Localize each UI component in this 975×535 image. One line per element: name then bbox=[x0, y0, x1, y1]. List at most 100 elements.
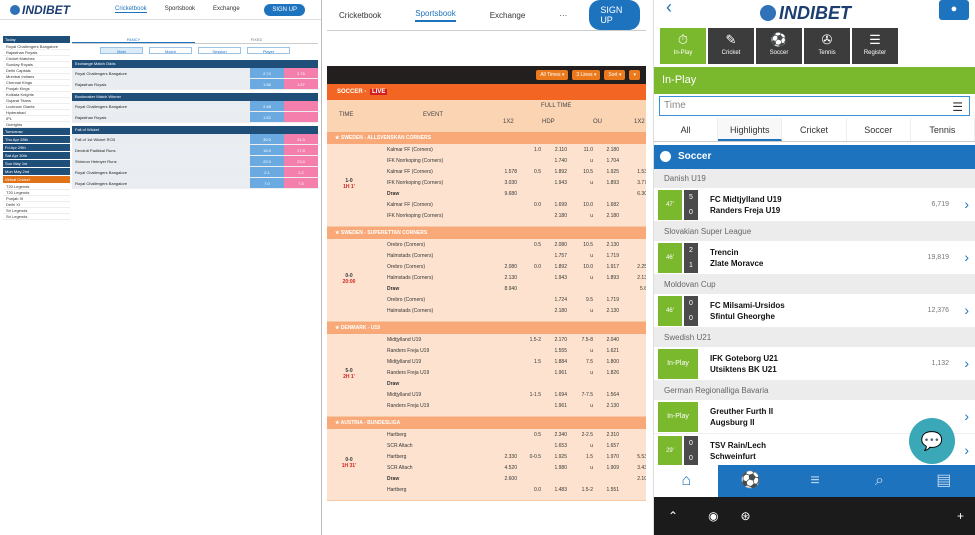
sport-icon-register[interactable]: ☰ Register bbox=[852, 28, 898, 64]
filter-session-button[interactable]: Session bbox=[198, 47, 241, 54]
hdp-odds[interactable]: 2.340 bbox=[554, 432, 567, 438]
sidebar-item[interactable]: IPL bbox=[3, 116, 70, 122]
p3-logo[interactable]: INDIBET bbox=[760, 3, 851, 24]
p2-nav-cricketbook[interactable]: Cricketbook bbox=[339, 10, 382, 20]
sidebar-item[interactable]: Sri Legends bbox=[3, 214, 70, 220]
chevron-right-icon[interactable]: › bbox=[964, 408, 969, 424]
hdp-odds[interactable]: 1.884 bbox=[554, 359, 567, 365]
hdp-odds[interactable]: 2.180 bbox=[554, 213, 567, 219]
hdp-odds[interactable]: 1.943 bbox=[554, 180, 567, 186]
hdp-odds[interactable]: 1.740 bbox=[554, 158, 567, 164]
p1-nav-exchange[interactable]: Exchange bbox=[213, 6, 240, 12]
odds-1x2-2[interactable]: 2.25 bbox=[637, 264, 646, 270]
sidebar-group-header[interactable]: Thu Apr 28th bbox=[3, 136, 70, 143]
hdp-odds[interactable]: 1.757 bbox=[554, 253, 567, 259]
odds-1x2[interactable]: 2.080 bbox=[504, 264, 517, 270]
filter-match-button[interactable]: Match bbox=[149, 47, 192, 54]
lay-odds[interactable]: 1.57 bbox=[284, 79, 318, 89]
odds-1x2[interactable]: 9.680 bbox=[504, 191, 517, 197]
sport-icon-cricket[interactable]: ✎ Cricket bbox=[708, 28, 754, 64]
sidebar-item[interactable]: Sri Legends bbox=[3, 208, 70, 214]
filter-lines[interactable]: 3 Lines ▾ bbox=[572, 70, 601, 80]
sidebar-item[interactable]: Kolkata Knights bbox=[3, 92, 70, 98]
home-icon[interactable]: ⌂ bbox=[654, 465, 719, 497]
tab-fixed[interactable]: FIXED bbox=[250, 37, 263, 42]
odds-1x2[interactable]: 8.940 bbox=[504, 286, 517, 292]
odds-1x2-2[interactable]: 3.43 bbox=[637, 465, 646, 471]
sidebar-item[interactable]: Lucknow Giants bbox=[3, 104, 70, 110]
back-odds[interactable]: 22.0 bbox=[250, 156, 284, 166]
back-odds[interactable]: 16.0 bbox=[250, 145, 284, 155]
sidebar-group-header[interactable]: Sun May 1st bbox=[3, 160, 70, 167]
lay-odds[interactable]: 17.0 bbox=[284, 145, 318, 155]
ou-odds[interactable]: 2.130 bbox=[606, 308, 619, 314]
time-filter-input[interactable]: Time ☰ bbox=[659, 96, 970, 116]
lay-odds[interactable] bbox=[284, 112, 318, 122]
ou-odds[interactable]: 1.826 bbox=[606, 370, 619, 376]
ou-odds[interactable]: 1.621 bbox=[606, 348, 619, 354]
sidebar-item[interactable]: Cricket Matches bbox=[3, 56, 70, 62]
hdp-odds[interactable]: 1.961 bbox=[554, 403, 567, 409]
chevron-up-icon[interactable]: ⌃ bbox=[668, 509, 679, 523]
ou-odds[interactable]: 1.893 bbox=[606, 180, 619, 186]
filter-player-button[interactable]: Player bbox=[247, 47, 290, 54]
filter-sort[interactable]: Sort ▾ bbox=[604, 70, 626, 80]
hdp-odds[interactable]: 2.180 bbox=[554, 308, 567, 314]
chevron-right-icon[interactable]: › bbox=[964, 302, 969, 318]
hdp-odds[interactable]: 2.080 bbox=[554, 242, 567, 248]
odds-1x2[interactable]: 2.330 bbox=[504, 454, 517, 460]
odds-1x2-2[interactable]: 2.13 bbox=[637, 275, 646, 281]
odds-1x2[interactable]: 2.130 bbox=[504, 275, 517, 281]
match-row[interactable]: 47' 5 0 FC Midtjylland U19 Randers Freja U19… bbox=[654, 188, 975, 222]
odds-1x2[interactable]: 2.600 bbox=[504, 476, 517, 482]
tab-cricket[interactable]: Cricket bbox=[782, 118, 847, 141]
odds-1x2-2[interactable]: 5.53 bbox=[637, 454, 646, 460]
p2-nav-more[interactable]: ··· bbox=[559, 10, 568, 20]
hdp-odds[interactable]: 2.170 bbox=[554, 337, 567, 343]
odds-1x2[interactable]: 3.030 bbox=[504, 180, 517, 186]
sidebar-item[interactable]: Royal Challengers Bangalore bbox=[3, 44, 70, 50]
sidebar-item[interactable]: Punjab XI bbox=[3, 196, 70, 202]
sidebar-group-header[interactable]: Sat Apr 30th bbox=[3, 152, 70, 159]
sidebar-item[interactable]: Outrights bbox=[3, 122, 70, 128]
back-odds[interactable]: 2.74 bbox=[250, 68, 284, 78]
sidebar-item[interactable]: Rajasthan Royals bbox=[3, 50, 70, 56]
lay-odds[interactable] bbox=[284, 101, 318, 111]
sidebar-item[interactable]: Punjab Kings bbox=[3, 86, 70, 92]
ou-odds[interactable]: 1.719 bbox=[606, 253, 619, 259]
back-odds[interactable]: 30.0 bbox=[250, 134, 284, 144]
sidebar-item[interactable]: Delhi XI bbox=[3, 202, 70, 208]
sport-icon-tennis[interactable]: ✇ Tennis bbox=[804, 28, 850, 64]
ou-odds[interactable]: 1.800 bbox=[606, 359, 619, 365]
sidebar-group-header[interactable]: Virtual Cricket bbox=[3, 176, 70, 183]
list-icon[interactable]: ≡ bbox=[810, 472, 820, 489]
p1-nav-sportsbook[interactable]: Sportsbook bbox=[164, 6, 196, 12]
menu-icon[interactable]: ☰ bbox=[952, 100, 963, 114]
ou-odds[interactable]: 1.917 bbox=[606, 264, 619, 270]
ou-odds[interactable]: 2.180 bbox=[606, 213, 619, 219]
odds-1x2-2[interactable]: 3.77 bbox=[637, 180, 646, 186]
p2-nav-sportsbook[interactable]: Sportsbook bbox=[415, 9, 456, 22]
sidebar-item[interactable]: Mumbai Indians bbox=[3, 74, 70, 80]
betslip-icon[interactable]: ▤ bbox=[936, 472, 952, 489]
ou-odds[interactable]: 1.719 bbox=[606, 297, 619, 303]
sidebar-group-header[interactable]: Fri Apr 29th bbox=[3, 144, 70, 151]
hdp-odds[interactable]: 1.724 bbox=[554, 297, 567, 303]
back-odds[interactable]: 2.48 bbox=[250, 101, 284, 111]
chevron-right-icon[interactable]: › bbox=[964, 196, 969, 212]
odds-1x2-2[interactable]: 2.10 bbox=[637, 476, 646, 482]
chevron-right-icon[interactable]: › bbox=[964, 442, 969, 458]
odds-1x2-2[interactable]: 1.53 bbox=[637, 169, 646, 175]
ou-odds[interactable]: 2.310 bbox=[606, 432, 619, 438]
sports-icon[interactable]: ⚽ bbox=[740, 472, 761, 489]
ou-odds[interactable]: 2.130 bbox=[606, 242, 619, 248]
hdp-odds[interactable]: 1.943 bbox=[554, 275, 567, 281]
sport-icon-in-play[interactable]: ⏱ In-Play bbox=[660, 28, 706, 64]
hdp-odds[interactable]: 1.483 bbox=[554, 487, 567, 493]
lay-odds[interactable]: 7.5 bbox=[284, 178, 318, 188]
p1-signup-button[interactable]: SIGN UP bbox=[264, 3, 305, 16]
sidebar-item[interactable]: Sunday Royals bbox=[3, 62, 70, 68]
match-row[interactable]: In-Play Greuther Furth II Augsburg II › bbox=[654, 400, 975, 434]
tab-highlights[interactable]: Highlights bbox=[718, 118, 783, 141]
match-row[interactable]: 46' 0 0 FC Milsami-Ursidos Sfintul Gheorghe 1… bbox=[654, 294, 975, 328]
